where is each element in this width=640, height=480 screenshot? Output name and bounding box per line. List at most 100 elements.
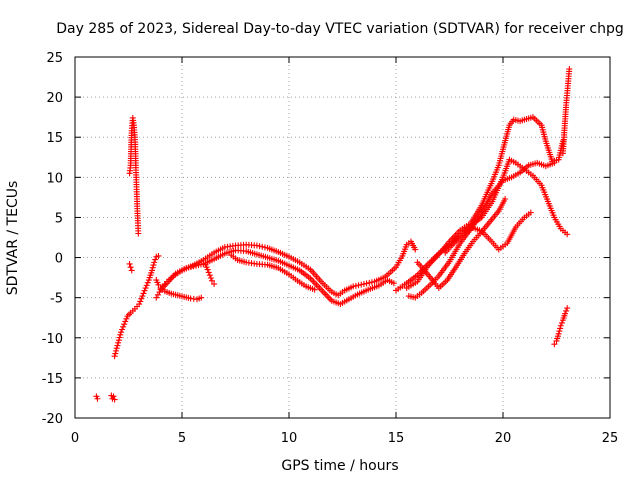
- data-point: [206, 272, 213, 279]
- data-point: [128, 267, 135, 274]
- data-point: [204, 266, 211, 273]
- series-arc-end-low: [551, 305, 571, 348]
- y-axis-label: SDTVAR / TECUs: [5, 181, 21, 296]
- series-arc-end-high: [559, 66, 573, 157]
- y-tick-label: 20: [46, 91, 63, 106]
- data-point: [114, 342, 121, 349]
- data-point: [141, 287, 148, 294]
- series-arc-late-4: [414, 195, 509, 292]
- data-point: [352, 282, 359, 289]
- data-point: [557, 325, 564, 332]
- data-point: [412, 246, 419, 253]
- data-point: [127, 264, 134, 271]
- data-point: [390, 280, 397, 287]
- data-point: [136, 301, 143, 308]
- x-tick-label: 25: [602, 431, 619, 446]
- data-point: [122, 318, 129, 325]
- series-arc-dip-6: [202, 261, 218, 288]
- data-point: [558, 319, 565, 326]
- data-point: [110, 393, 117, 400]
- data-point: [150, 262, 157, 269]
- data-point: [360, 281, 367, 288]
- data-point: [116, 334, 123, 341]
- data-point: [198, 294, 205, 301]
- data-point: [259, 243, 266, 250]
- data-point: [112, 350, 119, 357]
- series-arc-late-5: [442, 209, 534, 256]
- data-point: [563, 307, 570, 314]
- grid: [75, 57, 610, 418]
- data-point: [118, 329, 125, 336]
- data-point: [211, 281, 218, 288]
- y-tick-label: -5: [50, 292, 63, 307]
- data-point: [527, 209, 534, 216]
- data-point: [207, 275, 214, 282]
- data-point: [502, 195, 509, 202]
- series-arc-spike-base: [126, 260, 135, 274]
- y-tick-label: -15: [42, 372, 63, 387]
- data-point: [149, 267, 156, 274]
- series-arc-rise-1: [111, 252, 162, 360]
- data-point: [115, 337, 122, 344]
- series-arc-spike: [126, 114, 142, 237]
- data-point: [123, 315, 130, 322]
- data-point: [135, 230, 142, 237]
- y-tick-label: 10: [46, 171, 63, 186]
- data-point: [138, 295, 145, 302]
- data-point: [562, 310, 569, 317]
- data-point: [566, 66, 573, 73]
- data-point: [94, 395, 101, 402]
- data-point: [117, 331, 124, 338]
- data-point: [155, 252, 162, 259]
- data-point: [208, 277, 215, 284]
- data-point: [366, 279, 373, 286]
- data-point: [115, 339, 122, 346]
- data-point: [358, 281, 365, 288]
- y-tick-label: 5: [55, 211, 63, 226]
- data-point: [113, 347, 120, 354]
- data-point: [557, 322, 564, 329]
- y-tick-label: 0: [55, 252, 63, 267]
- series-arc-main-2: [157, 247, 397, 308]
- data-point: [119, 326, 126, 333]
- data-point: [551, 159, 558, 166]
- data-point: [111, 353, 118, 360]
- data-point: [363, 280, 370, 287]
- data-point: [111, 396, 118, 403]
- y-tick-label: -10: [42, 332, 63, 347]
- data-point: [120, 323, 127, 330]
- data-point: [143, 282, 150, 289]
- plot-border: [74, 56, 611, 419]
- x-tick-label: 5: [178, 431, 186, 446]
- data-point: [139, 293, 146, 300]
- data-point: [564, 305, 571, 312]
- data-point: [151, 259, 158, 266]
- x-axis-label: GPS time / hours: [281, 458, 398, 474]
- data-point: [556, 328, 563, 335]
- data-point: [256, 243, 263, 250]
- y-tick-label: 15: [46, 131, 63, 146]
- x-tick-label: 10: [281, 431, 298, 446]
- data-point: [551, 341, 558, 348]
- data-point: [140, 290, 147, 297]
- y-tick-label: -20: [42, 412, 63, 427]
- data-point: [149, 264, 156, 271]
- data-point: [368, 279, 375, 286]
- series-arc-early-b: [108, 392, 118, 403]
- data-point: [350, 283, 357, 290]
- data-point: [137, 298, 144, 305]
- ticks: 0 5 10 15 20 25 -20 -15 -10 -5 0 5 10 15 20 25: [42, 51, 619, 446]
- data-point: [261, 244, 268, 251]
- data-point: [142, 285, 149, 292]
- data-points: [93, 66, 573, 403]
- data-point: [555, 330, 562, 337]
- data-point: [152, 256, 159, 263]
- data-point: [205, 269, 212, 276]
- data-point: [564, 231, 571, 238]
- data-point: [144, 279, 151, 286]
- data-point: [355, 282, 362, 289]
- data-point: [311, 286, 318, 293]
- data-point: [121, 321, 128, 328]
